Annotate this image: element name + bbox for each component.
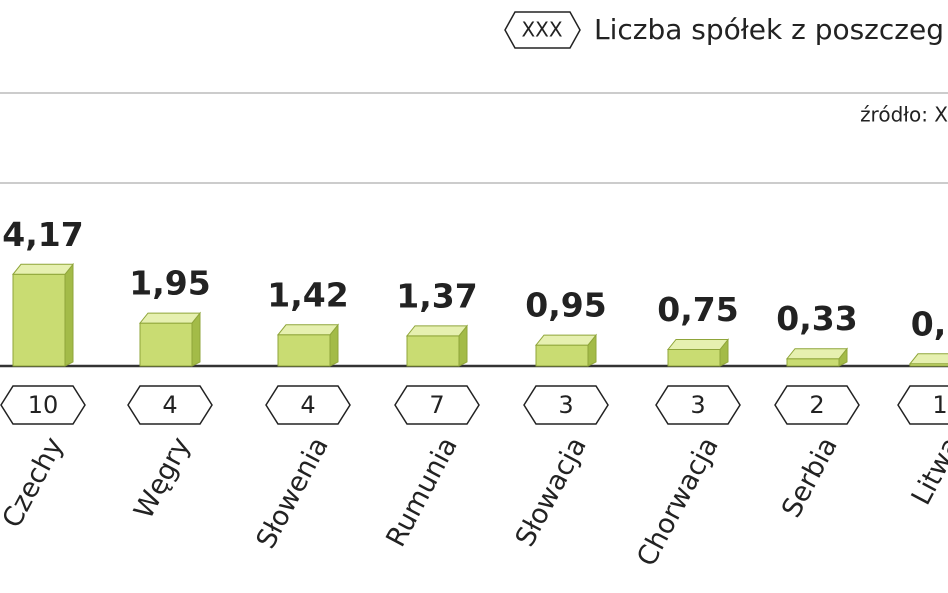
bar <box>534 333 598 367</box>
bar-top <box>138 312 202 324</box>
bar-top <box>785 348 849 360</box>
value-label: 0,1 <box>911 304 948 343</box>
bar-top <box>11 263 75 275</box>
x-tick-label: Litwa <box>906 432 948 510</box>
count-label: 2 <box>809 391 824 419</box>
bar-front <box>12 273 66 367</box>
count-badge <box>897 385 948 425</box>
count-label: 10 <box>28 391 59 419</box>
bar-top <box>666 339 730 350</box>
count-label: 3 <box>558 391 573 419</box>
bar <box>276 323 340 367</box>
count-label: 3 <box>690 391 705 419</box>
count-label: 4 <box>300 391 315 419</box>
count-badge <box>655 385 741 425</box>
x-tick-label: Rumunia <box>380 432 463 552</box>
bar <box>138 311 202 367</box>
bar <box>666 338 730 367</box>
bar <box>11 262 75 367</box>
x-tick-label: Węgry <box>128 432 196 524</box>
bar-top <box>534 334 598 346</box>
bar-front <box>909 363 948 367</box>
value-label: 0,33 <box>776 299 857 338</box>
legend-symbol <box>504 11 581 49</box>
bar-top <box>276 324 340 336</box>
bar <box>785 347 849 367</box>
count-badge <box>0 385 86 425</box>
x-tick-label: Słowacja <box>510 432 593 552</box>
x-tick-label: Czechy <box>0 432 70 533</box>
bar <box>908 353 948 367</box>
value-label: 1,42 <box>267 275 348 314</box>
x-tick-label: Słowenia <box>251 432 335 554</box>
bar-top <box>908 353 948 365</box>
bar-front <box>406 335 460 367</box>
value-label: 0,75 <box>657 290 738 329</box>
bar-front <box>786 358 840 367</box>
bar-front <box>277 334 331 367</box>
value-label: 0,95 <box>525 286 606 325</box>
count-label: 4 <box>162 391 177 419</box>
count-badge <box>774 385 860 425</box>
legend-symbol-text: XXX <box>521 18 562 42</box>
bar-front <box>139 322 193 367</box>
bar-side <box>64 262 74 367</box>
value-label: 1,95 <box>129 264 210 303</box>
bar-front <box>667 349 721 367</box>
bar-top <box>405 325 469 337</box>
x-tick-label: Chorwacja <box>631 432 725 571</box>
count-label: 7 <box>429 391 444 419</box>
count-badge <box>127 385 213 425</box>
x-tick-label: Serbia <box>776 432 844 523</box>
bar-front <box>535 344 589 367</box>
bar <box>405 324 469 367</box>
count-badge <box>265 385 351 425</box>
count-label: 1 <box>932 391 947 419</box>
legend-text: Liczba spółek z poszczeg <box>594 13 944 46</box>
source: źródło: X <box>860 103 948 127</box>
value-label: 4,17 <box>2 215 83 254</box>
count-badge <box>523 385 609 425</box>
value-label: 1,37 <box>396 276 477 315</box>
count-badge <box>394 385 480 425</box>
